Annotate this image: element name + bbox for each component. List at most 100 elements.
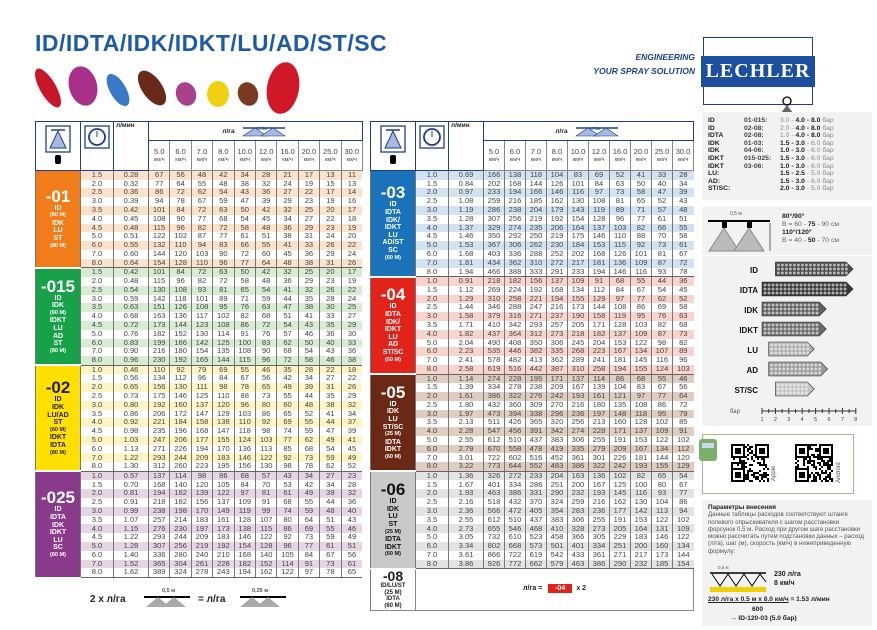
- qr-module: [819, 454, 821, 456]
- droplet-dot: [803, 311, 807, 315]
- qr-module: [823, 472, 825, 474]
- table-row: 2.5 0.91 218 182 156 137 109 91 68 55 44 36: [35, 497, 363, 507]
- qr-module: [749, 468, 751, 470]
- rate-cell: 103: [190, 249, 213, 259]
- droplet-dot: [767, 307, 771, 311]
- nozzle-image: [137, 70, 167, 106]
- rate-cell: 82: [630, 471, 652, 481]
- qr-code-apple[interactable]: [731, 444, 769, 482]
- droplet-dot: [814, 363, 818, 367]
- flow-cell: 1.52: [113, 559, 149, 569]
- rate-cell: 182: [169, 497, 192, 507]
- rate-cell: 335: [567, 444, 589, 454]
- rate-cell: 138: [504, 170, 526, 180]
- rate-cell: 68: [276, 347, 299, 357]
- nozzle-type: LU: [388, 231, 398, 239]
- pressure-cell: 2.0: [80, 489, 114, 499]
- rate-cell: 146: [588, 232, 610, 242]
- rate-cell: 33: [319, 312, 342, 321]
- pressure-cell: 4.5: [80, 223, 114, 233]
- qr-code-android[interactable]: [795, 444, 833, 482]
- app-icon[interactable]: [699, 439, 717, 461]
- droplet-dot: [815, 311, 819, 315]
- qr-module: [747, 448, 749, 450]
- flow-unit-header: л/мин: [113, 121, 149, 171]
- droplet-dot: [784, 267, 788, 271]
- flow-cell: 0.96: [113, 355, 149, 366]
- rate-cell: 510: [504, 435, 526, 445]
- pressure-cell: 3.0: [80, 294, 114, 304]
- qr-module: [803, 476, 805, 478]
- qr-module: [767, 478, 769, 480]
- rate-cell: 579: [546, 559, 568, 570]
- qr-module: [813, 456, 815, 458]
- pressure-cell: 2.5: [80, 188, 114, 198]
- rate-cell: 67: [233, 374, 256, 384]
- rate-cell: 472: [504, 506, 526, 516]
- qr-module: [825, 452, 827, 454]
- rate-cell: 101: [567, 179, 589, 189]
- rate-cell: 77: [630, 214, 652, 224]
- rate-cell: 134: [567, 285, 589, 295]
- droplet-type-label: AD: [746, 366, 758, 375]
- flow-cell: 0.63: [113, 303, 149, 313]
- rate-cell: 87: [651, 258, 673, 268]
- formula-right-text: = л/га: [198, 594, 226, 605]
- rate-cell: 97: [588, 188, 610, 198]
- qr-module: [757, 476, 759, 478]
- droplet-dot: [774, 343, 778, 347]
- rate-cell: 291: [546, 267, 568, 278]
- nozzle-type: ST: [53, 235, 63, 243]
- qr-module: [731, 468, 733, 470]
- qr-module: [737, 476, 739, 478]
- table-row: 6.0 1.68 403 336 288 252 202 168 126 101 81 67: [370, 249, 694, 259]
- rate-cell: 542: [546, 550, 568, 560]
- rate-cell: 194: [546, 294, 568, 304]
- flow-cell: 0.59: [113, 294, 149, 304]
- flow-cell: 1.46: [448, 232, 484, 242]
- rate-cell: 55: [190, 179, 213, 189]
- nozzle-spacing-panel: 0,5 м 80°/90° B = 60 - 75 - 90 см 110°/1…: [702, 207, 872, 255]
- rate-cell: 23: [319, 223, 342, 233]
- rate-cell: 44: [297, 391, 320, 401]
- droplet-dot: [804, 267, 808, 271]
- qr-module: [829, 466, 831, 468]
- rate-cell: 24: [340, 294, 363, 304]
- pressure-cell: 3.0: [80, 400, 114, 410]
- rate-cell: 31: [319, 383, 342, 392]
- rate-cell: 46: [340, 524, 363, 534]
- nozzle-type: ID: [708, 117, 715, 124]
- rate-cell: 55: [319, 524, 342, 534]
- qr-module: [743, 474, 745, 476]
- rate-cell: 108: [233, 347, 256, 357]
- qr-module: [751, 480, 753, 482]
- droplet-dot: [798, 367, 802, 371]
- flow-cell: 1.53: [448, 241, 484, 250]
- rate-cell: 310: [525, 258, 547, 268]
- rate-cell: 62: [297, 435, 320, 445]
- droplet-dot: [787, 327, 791, 331]
- droplet-dot: [840, 271, 844, 275]
- droplet-dot: [814, 367, 818, 371]
- qr-module: [803, 460, 805, 462]
- qr-module: [821, 472, 823, 474]
- qr-module: [745, 446, 747, 448]
- droplet-dot: [779, 303, 783, 307]
- droplet-dot: [811, 291, 815, 295]
- qr-module: [733, 444, 735, 446]
- flow-cell: 0.54: [113, 285, 149, 295]
- droplet-dot: [795, 291, 799, 295]
- qr-module: [807, 450, 809, 452]
- table-row: 1.5 1.39 334 278 238 209 167 139 104 83 67 56: [370, 383, 694, 392]
- rate-cell: 47: [319, 426, 342, 436]
- droplet-dot: [798, 363, 802, 367]
- qr-module: [803, 468, 805, 470]
- rate-cell: 200: [567, 480, 589, 490]
- rate-cell: 51: [340, 541, 363, 551]
- rate-cell: 199: [147, 338, 170, 348]
- qr-module: [761, 448, 763, 450]
- droplet-dot: [796, 387, 800, 391]
- pressure-min: 3.0 -: [780, 117, 796, 124]
- rate-cell: 252: [546, 249, 568, 259]
- rate-cell: 72: [190, 205, 213, 215]
